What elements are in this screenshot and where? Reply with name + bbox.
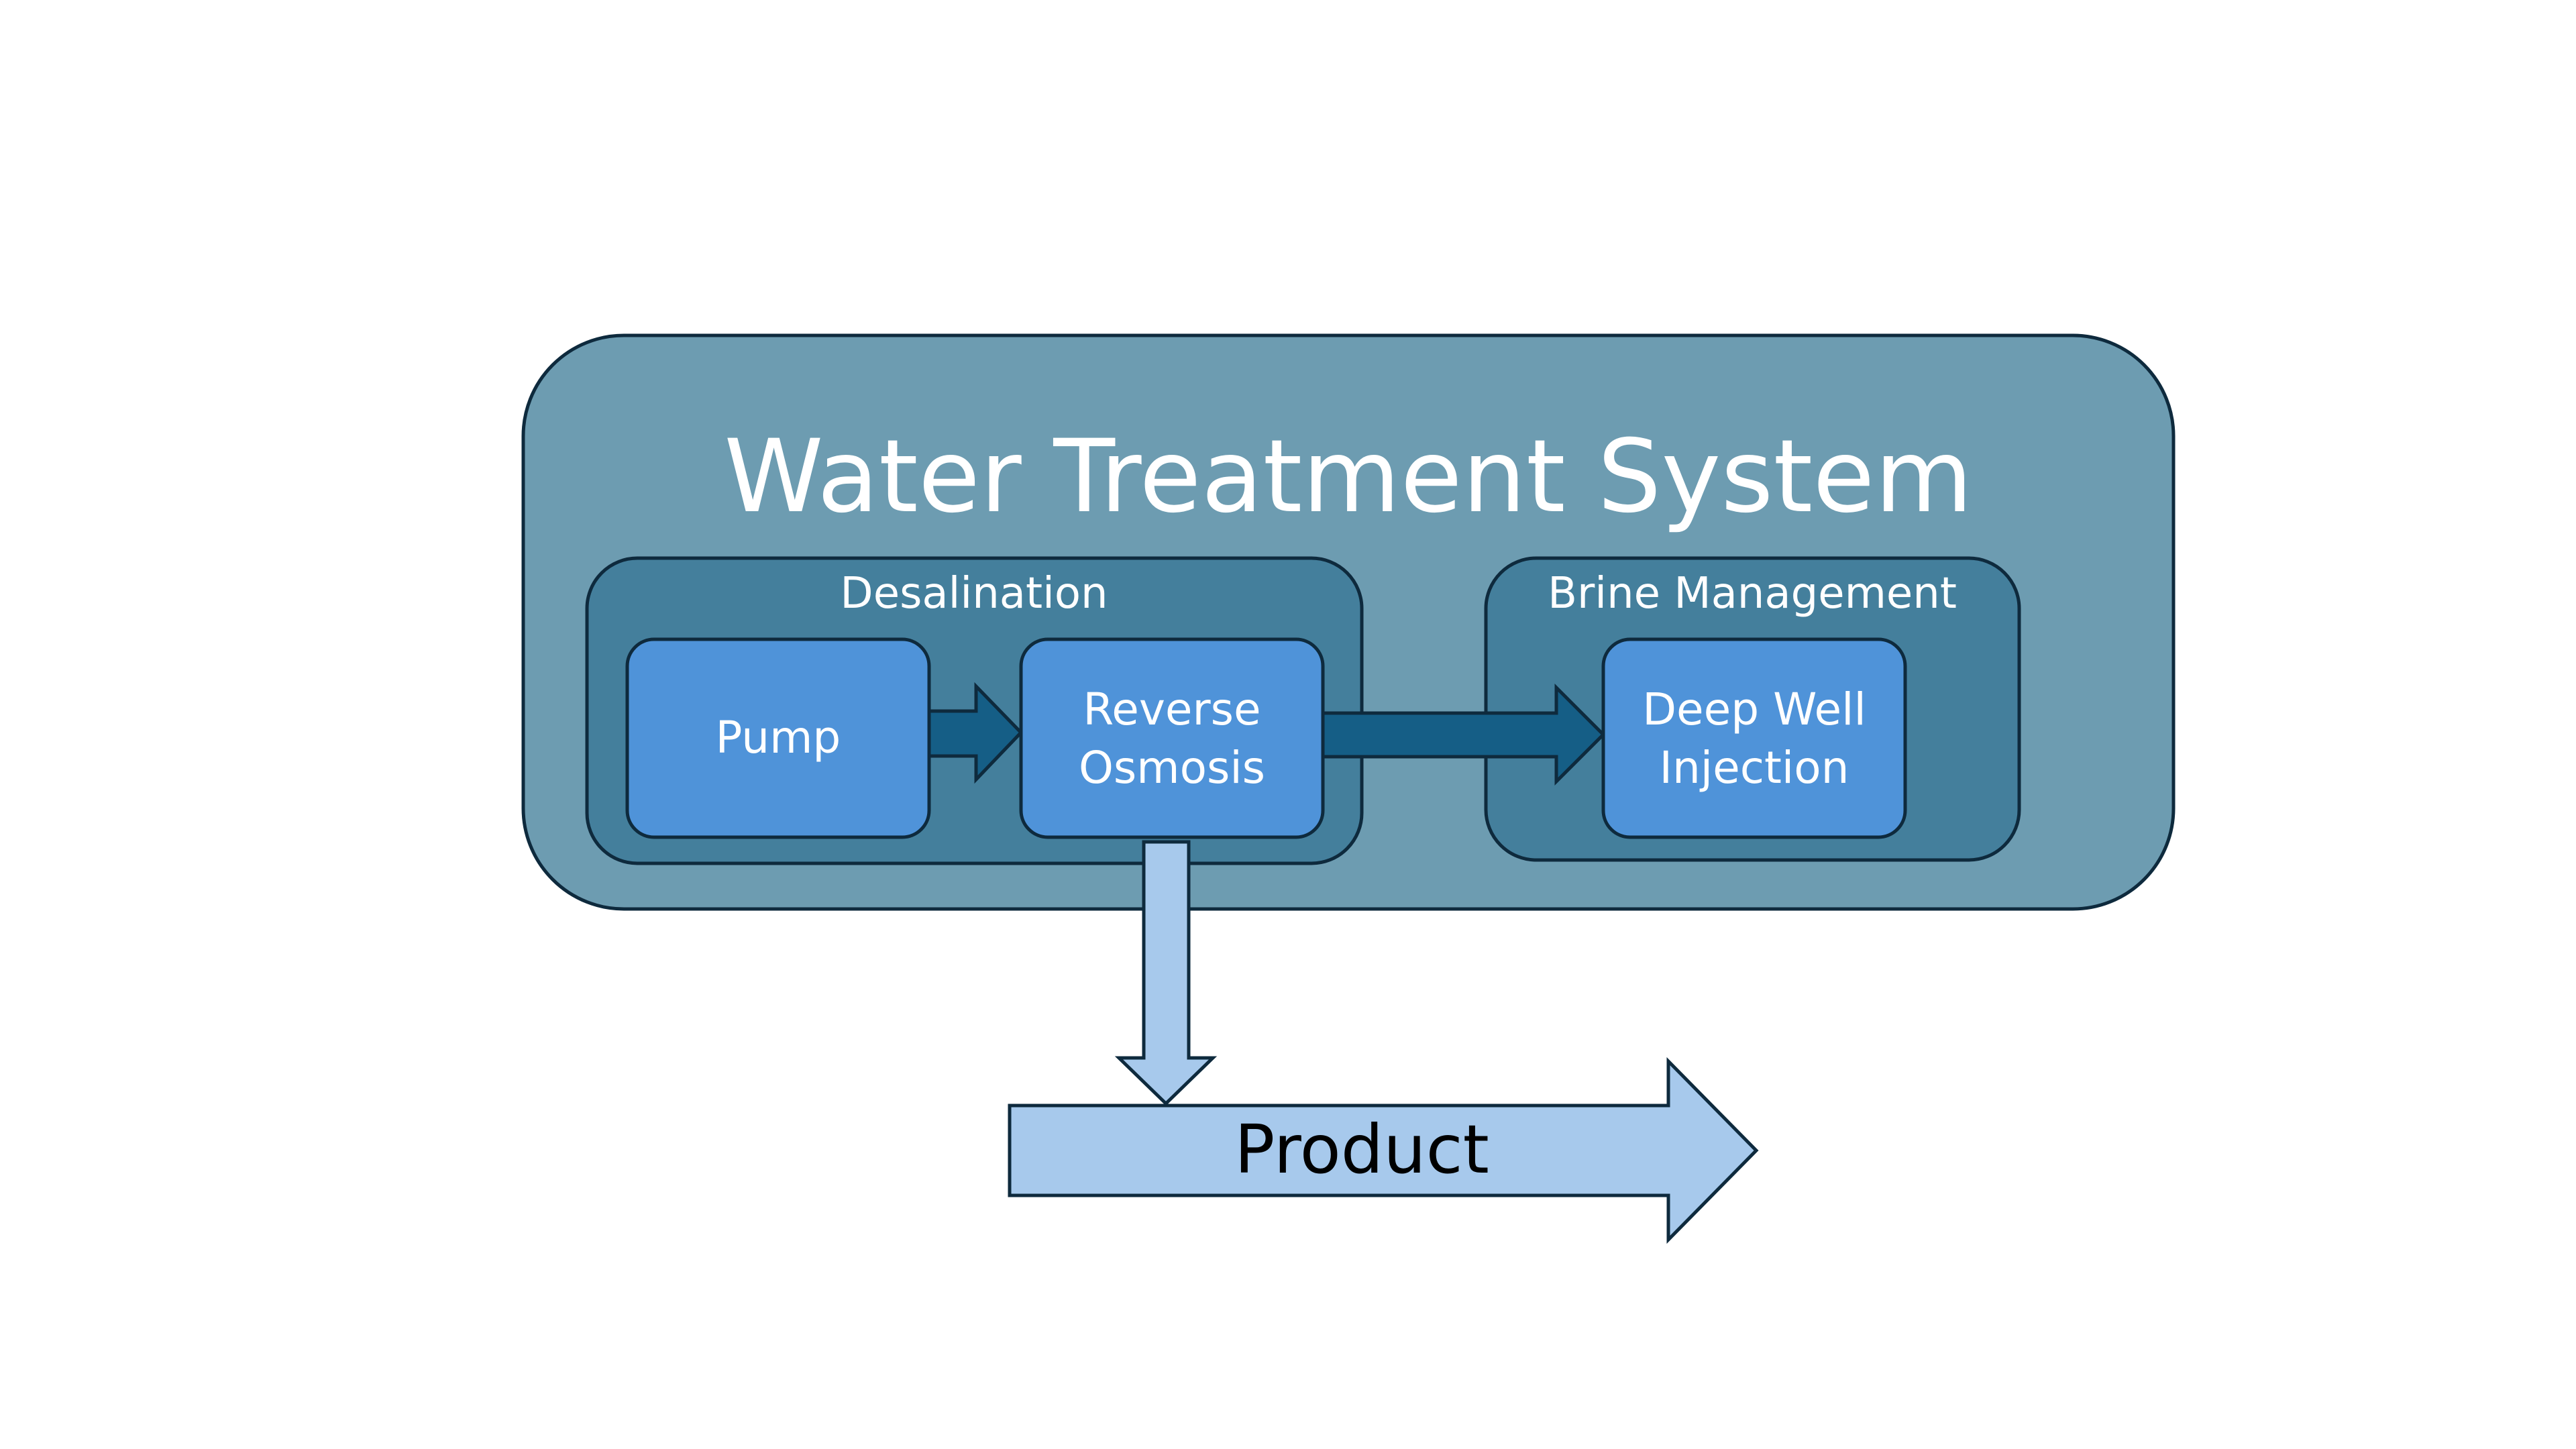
reverse-osmosis-label-line1: Reverse	[1083, 684, 1260, 735]
deep-well-injection-node	[1601, 637, 1907, 839]
reverse-osmosis-label-line2: Osmosis	[1079, 742, 1265, 794]
ro-to-deep-well-arrow	[1321, 683, 1606, 786]
system-title: Water Treatment System	[724, 419, 1972, 535]
ro-to-product-arrow	[1114, 840, 1218, 1106]
product-arrow	[1008, 1057, 1759, 1244]
deep-well-injection-label-line2: Injection	[1660, 742, 1849, 794]
desalination-label: Desalination	[840, 569, 1108, 619]
pump-node	[625, 637, 931, 839]
deep-well-injection-label-line1: Deep Well	[1642, 684, 1866, 735]
pump-label: Pump	[716, 712, 841, 763]
product-label: Product	[1234, 1110, 1489, 1189]
reverse-osmosis-node	[1019, 637, 1325, 839]
brine-management-label: Brine Management	[1548, 569, 1957, 619]
